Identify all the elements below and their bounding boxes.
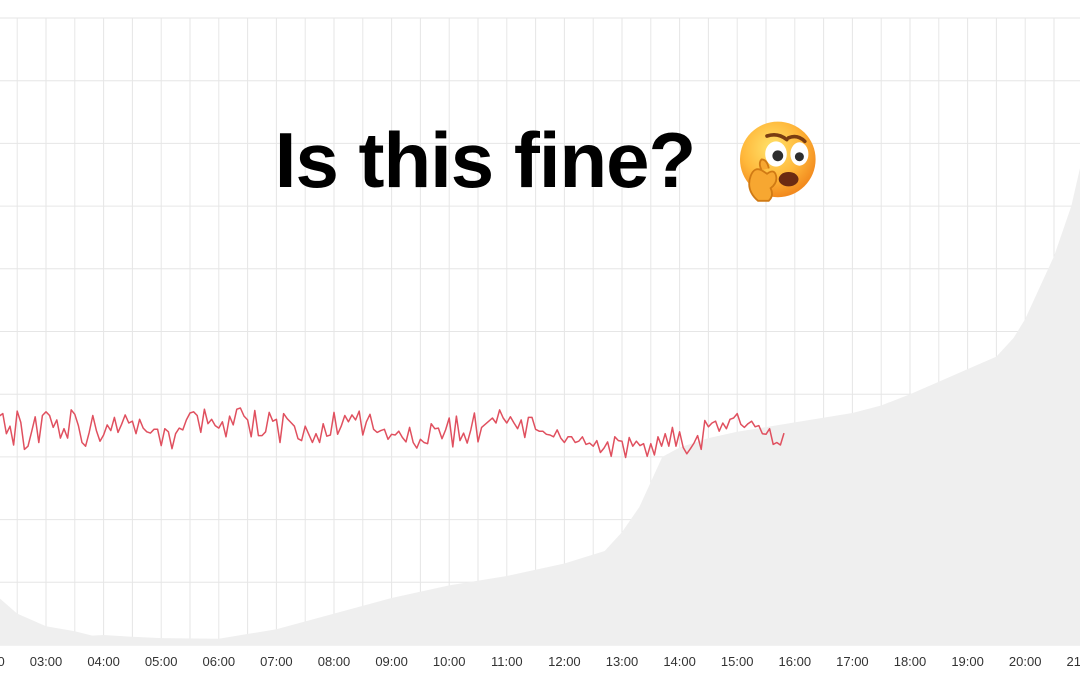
x-axis-tick-labels: 02:00 03:00 04:00 05:00 06:00 07:00 08:00 09:00…	[0, 654, 1080, 669]
thinking-face-emoji-icon	[740, 121, 816, 202]
headline: Is this fine?	[0, 112, 1080, 208]
x-tick-label: 05:00	[145, 654, 178, 669]
x-tick-label: 16:00	[779, 654, 812, 669]
x-tick-label: 10:00	[433, 654, 466, 669]
x-tick-label: 19:00	[951, 654, 984, 669]
x-tick-label: 02:00	[0, 654, 5, 669]
x-tick-label: 07:00	[260, 654, 293, 669]
x-tick-label: 08:00	[318, 654, 351, 669]
x-tick-label: 21:00	[1067, 654, 1080, 669]
x-tick-label: 09:00	[375, 654, 408, 669]
x-tick-label: 11:00	[491, 654, 523, 669]
x-tick-label: 13:00	[606, 654, 639, 669]
x-tick-label: 06:00	[203, 654, 236, 669]
x-tick-label: 14:00	[663, 654, 696, 669]
headline-text: Is this fine?	[274, 115, 696, 204]
x-tick-label: 03:00	[30, 654, 63, 669]
x-tick-label: 12:00	[548, 654, 581, 669]
x-tick-label: 15:00	[721, 654, 754, 669]
line-series	[0, 407, 785, 459]
area-series	[0, 168, 1080, 645]
x-tick-label: 18:00	[894, 654, 927, 669]
x-tick-label: 17:00	[836, 654, 869, 669]
x-tick-label: 20:00	[1009, 654, 1042, 669]
x-tick-label: 04:00	[87, 654, 120, 669]
